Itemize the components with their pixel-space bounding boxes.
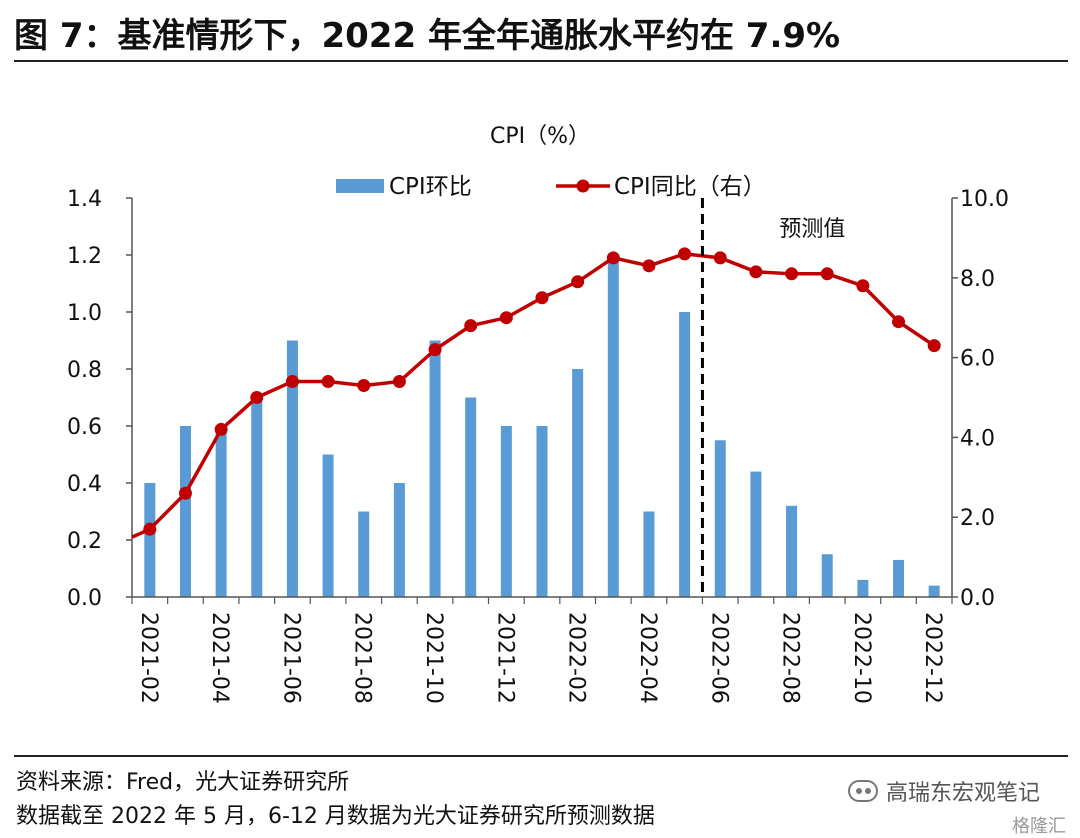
x-tick-label-2021-12: 2021-12 [492,612,517,704]
bar-2021-11 [465,397,477,597]
legend-label-bar: CPI环比 [389,174,472,200]
cpi-yoy-point-2021-09 [392,375,406,389]
cpi-chart: CPI（%） CPI环比 CPI同比（右） 0.0 0.2 0.4 0.6 0.8 1.0… [67,124,1009,704]
line-series [131,247,941,539]
x-tick-label-2021-10: 2021-10 [421,612,446,704]
bar-2022-05 [679,312,691,597]
x-tick-labels: 2021-02 2021-04 2021-06 2021-08 2021-10 2021-… [136,612,945,704]
bar-2022-07 [750,471,762,597]
cpi-yoy-point-2021-11 [464,319,478,333]
figure-title: 图 7：基准情形下，2022 年全年通胀水平约在 7.9% [14,16,841,56]
y-right-tick-label: 10.0 [960,187,1009,212]
cpi-yoy-point-2021-08 [357,379,371,393]
x-tick-label-2021-08: 2021-08 [350,612,375,704]
bar-2021-09 [393,483,405,597]
cpi-yoy-point-2022-03 [606,251,620,265]
bar-2022-11 [893,559,905,597]
y-left-tick-label: 0.2 [67,529,102,554]
y-right-tick-label: 0.0 [960,586,995,611]
x-tick-label-2022-06: 2022-06 [706,612,731,704]
cpi-yoy-point-2022-10 [856,279,870,293]
cpi-yoy-point-2021-06 [285,375,299,389]
cpi-yoy-point-2022-12 [927,339,941,353]
chart-title: CPI（%） [490,124,590,149]
y-right-tick-label: 4.0 [960,426,995,451]
x-tick-label-2022-12: 2022-12 [920,612,945,704]
y-left-tick-label: 1.0 [67,301,102,326]
watermark: 高瑞东宏观笔记 [847,775,1040,807]
bar-2022-08 [786,505,798,597]
bar-2021-07 [322,454,334,597]
cpi-yoy-point-2022-09 [820,267,834,281]
legend-label-line: CPI同比（右） [614,174,766,200]
x-tick-label-2021-02: 2021-02 [136,612,161,704]
y-left-tick-label: 0.8 [67,358,102,383]
y-right-tick-label: 2.0 [960,506,995,531]
bar-2022-03 [607,255,619,597]
bar-2021-08 [358,511,370,597]
y-left-tick-label: 0.0 [67,586,102,611]
y-left-tick-label: 0.6 [67,415,102,440]
x-tick-label-2022-04: 2022-04 [635,612,660,704]
cpi-yoy-point-2022-02 [571,275,585,289]
bar-2021-12 [500,426,512,597]
notes-rule [14,755,1068,757]
bar-2021-02 [144,483,156,597]
bar-2022-06 [714,440,726,597]
bar-2021-06 [286,340,298,597]
bar-2021-03 [179,426,191,597]
legend-swatch-marker [576,179,590,193]
wechat-icon [847,780,878,802]
y-right-tick-label: 6.0 [960,347,995,372]
watermark-small: 格隆汇 [1012,816,1066,837]
bar-2022-01 [536,426,548,597]
bar-2021-05 [251,397,263,597]
cpi-yoy-point-2021-02 [143,522,157,536]
cpi-yoy-point-2021-07 [321,375,335,389]
source-note: 资料来源：Fred，光大证券研究所 [16,770,350,795]
bar-2022-02 [572,369,584,597]
y-right-tick-label: 8.0 [960,267,995,292]
cpi-yoy-point-2022-06 [713,251,727,265]
bar-2022-04 [643,511,655,597]
cpi-yoy-point-2021-05 [250,391,264,404]
cpi-yoy-point-2022-11 [892,315,906,329]
y-left-tick-label: 0.4 [67,472,102,497]
title-rule [14,60,1068,62]
legend: CPI环比 CPI同比（右） [336,174,766,200]
x-tick-label-2022-02: 2022-02 [564,612,589,704]
bar-2022-09 [821,554,833,597]
axes: 0.0 0.2 0.4 0.6 0.8 1.0 1.2 1.4 0.0 2.0 4.0 6.0 8.0 1… [67,187,1009,611]
cpi-yoy-point-2021-12 [499,311,513,325]
y-left-tick-label: 1.4 [67,187,102,212]
bar-2021-10 [429,340,441,597]
cpi-yoy-point-2022-01 [535,291,549,305]
cpi-yoy-point-2022-08 [785,267,799,281]
cpi-yoy-point-2021-04 [214,422,228,436]
data-note: 数据截至 2022 年 5 月，6-12 月数据为光大证券研究所预测数据 [16,804,655,829]
x-tick-label-2021-04: 2021-04 [207,612,232,704]
cpi-yoy-point-2022-04 [642,259,656,273]
x-tick-label-2022-08: 2022-08 [778,612,803,704]
cpi-yoy-point-2021-03 [178,486,192,500]
forecast-label: 预测值 [779,217,845,242]
bar-series [144,255,940,597]
watermark-text: 高瑞东宏观笔记 [885,781,1040,806]
x-tick-label-2021-06: 2021-06 [278,612,303,704]
cpi-yoy-point-2022-05 [678,247,692,261]
y-left-tick-label: 1.2 [67,244,102,269]
cpi-yoy-point-2021-10 [428,343,442,357]
forecast-divider: 预测值 [700,198,845,597]
x-tick-label-2022-10: 2022-10 [849,612,874,704]
bar-2021-04 [215,426,227,597]
bar-2022-10 [857,579,869,597]
bar-2022-12 [928,585,940,597]
cpi-yoy-point-2022-07 [749,265,763,279]
legend-swatch-bar [336,179,384,193]
